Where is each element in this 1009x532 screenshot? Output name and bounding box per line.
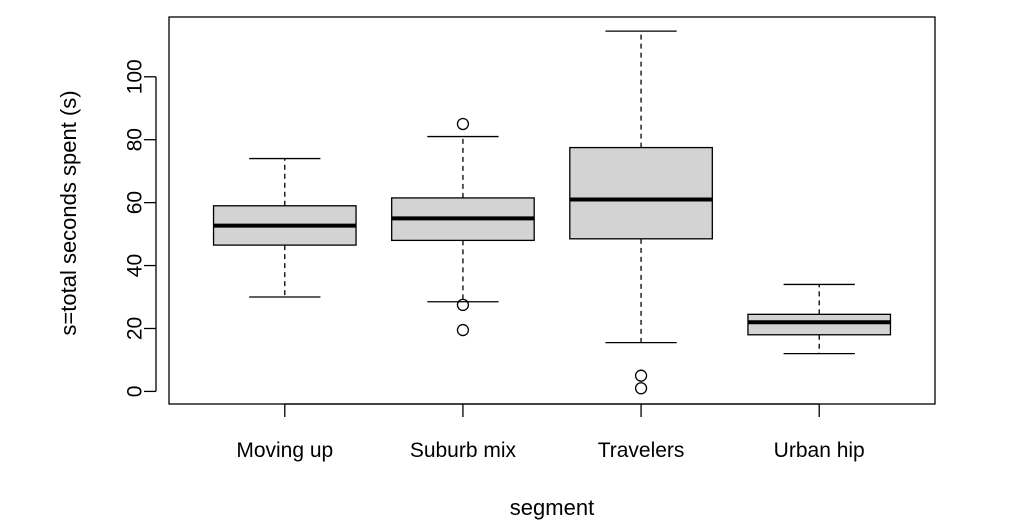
x-tick-label: Urban hip bbox=[774, 439, 865, 462]
y-tick-label: 60 bbox=[123, 191, 146, 214]
y-axis-title: s=total seconds spent (s) bbox=[56, 90, 81, 335]
y-axis: 0 20 40 60 80 100 bbox=[123, 59, 157, 398]
outlier-point bbox=[456, 117, 470, 131]
boxes bbox=[212, 30, 892, 395]
outlier-point bbox=[634, 369, 648, 382]
box-travelers bbox=[569, 30, 713, 395]
y-tick-label: 40 bbox=[123, 254, 146, 277]
box-moving-up bbox=[212, 157, 357, 298]
x-axis: Moving up Suburb mix Travelers Urban hip bbox=[236, 403, 865, 462]
box-suburb-mix bbox=[391, 117, 535, 337]
iqr-box bbox=[747, 313, 892, 336]
x-tick-label: Moving up bbox=[236, 439, 333, 462]
y-tick-label: 80 bbox=[123, 128, 146, 151]
x-tick-label: Suburb mix bbox=[410, 439, 517, 462]
y-tick-label: 20 bbox=[123, 317, 146, 340]
x-tick-label: Travelers bbox=[598, 439, 685, 462]
outlier-point bbox=[634, 382, 648, 395]
iqr-box bbox=[569, 146, 713, 240]
outlier-point bbox=[456, 323, 470, 337]
outlier-point bbox=[456, 298, 470, 312]
x-axis-title: segment bbox=[510, 495, 594, 520]
y-tick-label: 0 bbox=[123, 386, 146, 398]
box-urban-hip bbox=[747, 283, 892, 355]
y-tick-label: 100 bbox=[123, 59, 146, 94]
